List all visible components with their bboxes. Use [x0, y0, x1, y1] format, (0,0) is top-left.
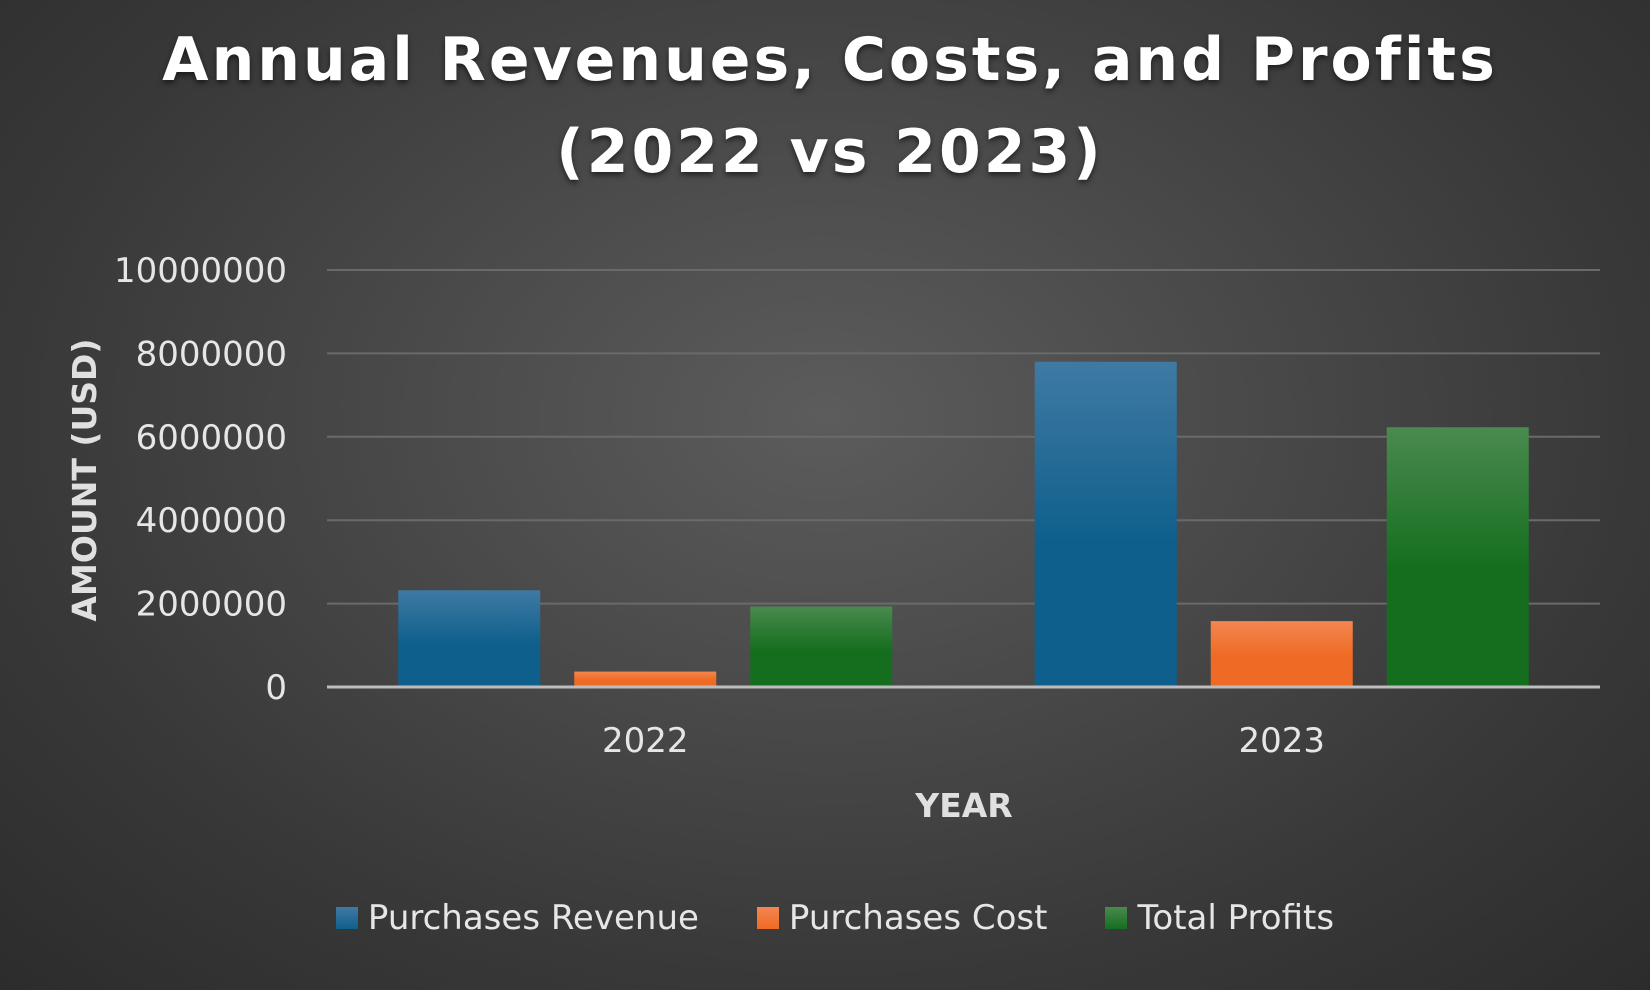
bar-total-profits-2023	[1386, 427, 1529, 687]
chart-title-line-1: Annual Revenues, Costs, and Profits	[162, 25, 1498, 95]
legend: Purchases Revenue Purchases Cost Total Pro…	[0, 898, 1650, 938]
chart-title: Annual Revenues, Costs, and Profits (202…	[0, 14, 1650, 198]
legend-swatch	[756, 907, 779, 929]
legend-item: Purchases Cost	[756, 898, 1048, 938]
legend-item: Purchases Revenue	[335, 898, 699, 938]
bar-purchases-revenue-2023	[1034, 361, 1177, 687]
y-axis-title: AMOUNT (USD)	[65, 339, 104, 622]
legend-swatch	[1105, 907, 1128, 929]
bar-purchases-cost-2022	[574, 671, 717, 687]
y-tick-label: 0	[265, 668, 287, 708]
bar-purchases-cost-2023	[1210, 621, 1353, 687]
bar-purchases-revenue-2022	[398, 590, 541, 687]
y-tick-label: 10000000	[114, 251, 287, 291]
y-tick-label: 4000000	[136, 501, 287, 541]
x-axis-title: YEAR	[914, 786, 1012, 825]
legend-label: Purchases Cost	[788, 898, 1048, 938]
chart-title-line-2: (2022 vs 2023)	[556, 117, 1104, 187]
y-tick-label: 8000000	[136, 334, 287, 374]
bars	[398, 361, 1529, 687]
bar-total-profits-2022	[750, 606, 893, 687]
legend-item: Total Profits	[1105, 898, 1334, 938]
y-tick-label: 6000000	[136, 418, 287, 458]
x-axis-ticks: 2022 2023	[602, 721, 1325, 761]
legend-swatch	[335, 907, 358, 929]
x-tick-label: 2022	[602, 721, 689, 761]
x-tick-label: 2023	[1238, 721, 1325, 761]
y-axis-ticks: 0 2000000 4000000 6000000 8000000 10000000	[114, 251, 287, 708]
legend-label: Purchases Revenue	[367, 898, 699, 938]
legend-label: Total Profits	[1137, 898, 1335, 938]
y-tick-label: 2000000	[136, 585, 287, 625]
